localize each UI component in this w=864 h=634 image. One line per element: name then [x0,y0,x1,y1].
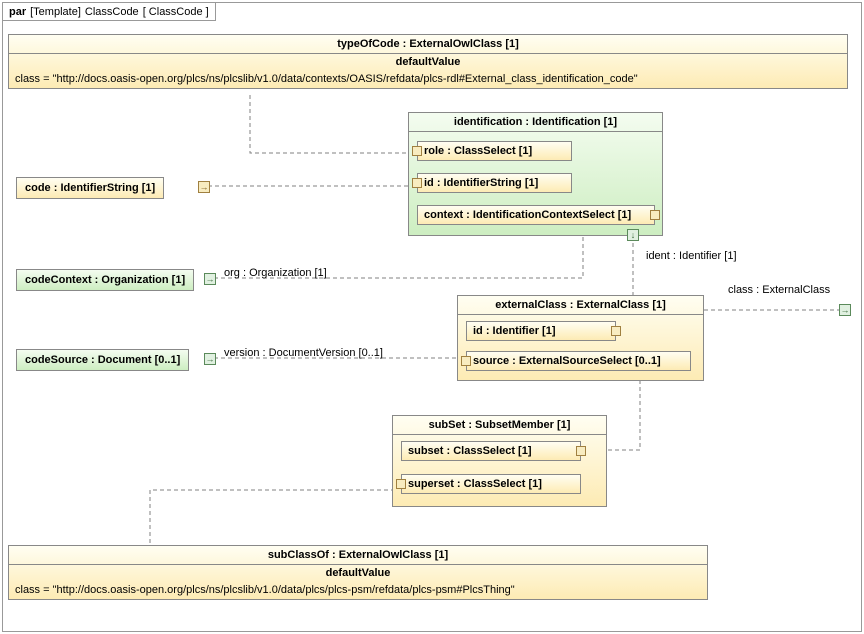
code-param: code : IdentifierString [1] [16,177,164,199]
codesource-param: codeSource : Document [0..1] [16,349,189,371]
typeofcode-default-label: defaultValue [9,54,847,70]
identification-role-port [412,146,422,156]
diagram-canvas: par [Template] ClassCode [ ClassCode ] [0,0,864,634]
identification-id: id : IdentifierString [1] [417,173,572,193]
codecontext-param: codeContext : Organization [1] [16,269,194,291]
frame-name: ClassCode [85,6,139,18]
subset-block: subSet : SubsetMember [1] subset : Class… [392,415,607,507]
identification-id-port [412,178,422,188]
class-edge-label: class : ExternalClass [728,284,830,296]
identification-context-port [650,210,660,220]
subset-subset-port [576,446,586,456]
subset-subset: subset : ClassSelect [1] [401,441,581,461]
codecontext-edge-label: org : Organization [1] [224,267,327,279]
externalclass-block: externalClass : ExternalClass [1] id : I… [457,295,704,381]
subset-header: subSet : SubsetMember [1] [393,416,606,435]
externalclass-source-port [461,356,471,366]
externalclass-header: externalClass : ExternalClass [1] [458,296,703,315]
subset-superset: superset : ClassSelect [1] [401,474,581,494]
identification-context: context : IdentificationContextSelect [1… [417,205,655,225]
subclassof-block: subClassOf : ExternalOwlClass [1] defaul… [8,545,708,600]
codecontext-port: → [204,273,216,285]
externalclass-source: source : ExternalSourceSelect [0..1] [466,351,691,371]
typeofcode-class-value: class = "http://docs.oasis-open.org/plcs… [9,70,847,88]
code-port: → [198,181,210,193]
codesource-port: → [204,353,216,365]
ident-edge-label: ident : Identifier [1] [646,250,737,262]
identification-bottom-port: ↓ [627,229,639,241]
frame-pkg: [Template] [30,6,81,18]
parametric-frame: par [Template] ClassCode [ ClassCode ] [2,2,862,632]
subclassof-header: subClassOf : ExternalOwlClass [1] [9,546,707,565]
frame-kw: par [9,6,26,18]
subset-superset-port [396,479,406,489]
externalclass-id: id : Identifier [1] [466,321,616,341]
externalclass-id-port [611,326,621,336]
identification-block: identification : Identification [1] role… [408,112,663,236]
frame-right-port: → [839,304,851,316]
identification-role: role : ClassSelect [1] [417,141,572,161]
typeofcode-header: typeOfCode : ExternalOwlClass [1] [9,35,847,54]
identification-header: identification : Identification [1] [409,113,662,132]
frame-alias: [ ClassCode ] [143,6,209,18]
subclassof-default-label: defaultValue [9,565,707,581]
frame-header: par [Template] ClassCode [ ClassCode ] [3,3,216,21]
codesource-edge-label: version : DocumentVersion [0..1] [224,347,383,359]
typeofcode-block: typeOfCode : ExternalOwlClass [1] defaul… [8,34,848,89]
subclassof-class-value: class = "http://docs.oasis-open.org/plcs… [9,581,707,599]
